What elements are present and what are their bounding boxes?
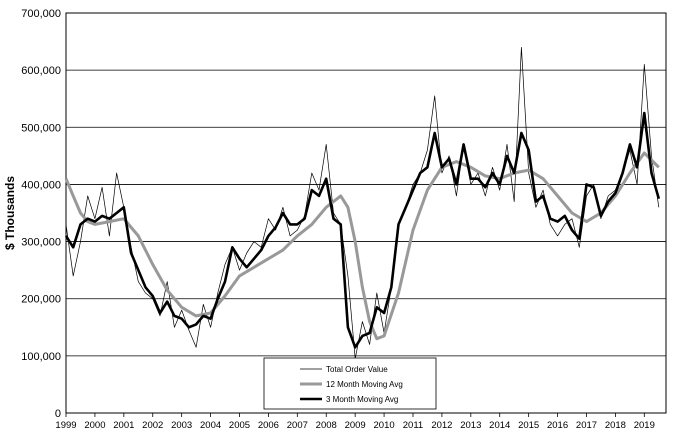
plot-area [65,12,667,414]
x-tick-label: 2005 [229,420,250,431]
x-tick-label: 2003 [171,420,192,431]
series-line-2 [64,151,660,341]
x-tick-label: 2014 [489,420,510,431]
gridlines [66,12,666,414]
x-tick-label: 2010 [374,420,395,431]
x-axis-ticks: 1999 2000 2001 2002 2003 2004 2005 2006 2007 2008… [55,413,655,431]
x-tick-label: 2017 [576,420,597,431]
x-tick-label: 2015 [518,420,539,431]
x-tick-label: 2018 [605,420,626,431]
y-tick-label: 200,000 [21,294,61,306]
series-lines [64,46,661,360]
y-tick-label: 300,000 [21,237,61,249]
y-axis-label: $ Thousands [3,176,17,250]
legend-label: Total Order Value [326,365,388,374]
legend-label: 3 Month Moving Avg [326,395,398,404]
x-tick-label: 2009 [345,420,366,431]
series-line-1 [65,46,660,360]
x-tick-label: 2008 [316,420,337,431]
x-tick-label: 1999 [55,420,76,431]
y-tick-label: 600,000 [21,65,61,77]
x-tick-label: 2000 [84,420,105,431]
series-line-3 [64,111,661,349]
legend-label: 12 Month Moving Avg [326,380,403,389]
y-tick-label: 400,000 [21,179,61,191]
x-tick-label: 2004 [200,420,221,431]
x-tick-label: 2011 [403,420,423,431]
y-tick-label: 700,000 [21,8,61,20]
x-tick-label: 2001 [113,420,134,431]
y-tick-label: 500,000 [21,122,61,134]
y-axis-ticks: 0 100,000 200,000 300,000 400,000 500,000 600,… [21,8,61,420]
x-tick-label: 2007 [287,420,308,431]
x-tick-label: 2016 [547,420,568,431]
x-tick-label: 2002 [142,420,163,431]
x-tick-label: 2012 [431,420,452,431]
legend-box [263,357,437,410]
y-tick-label: 0 [55,408,61,420]
y-tick-label: 100,000 [21,351,61,363]
x-tick-label: 2019 [634,420,655,431]
x-tick-label: 2006 [258,420,279,431]
legend: Total Order Value 12 Month Moving Avg 3 Mo… [263,357,437,410]
x-tick-label: 2013 [460,420,481,431]
